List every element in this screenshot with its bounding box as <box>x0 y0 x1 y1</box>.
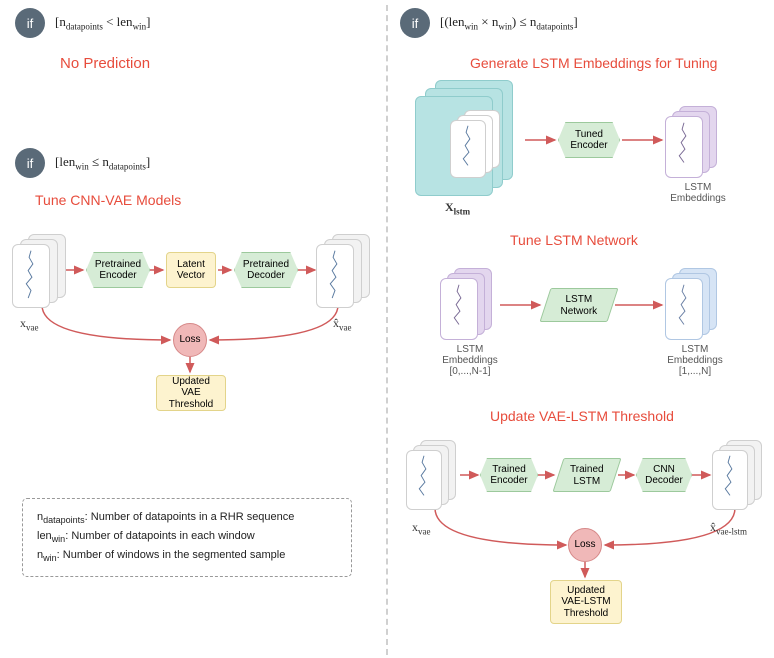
lstm-emb-label-1: LSTM Embeddings <box>658 182 738 204</box>
signal-icon <box>13 245 49 306</box>
if-badge-2: if <box>15 148 45 178</box>
cond-3-text: [(lenwin × nwin) ≤ ndatapoints] <box>440 14 578 32</box>
signal-icon <box>317 245 353 306</box>
card <box>440 278 478 340</box>
label-line-1: LSTM Embeddings <box>442 344 498 366</box>
pretrained-encoder-block: Pretrained Encoder <box>86 252 150 288</box>
cond-3-row: if [(lenwin × nwin) ≤ ndatapoints] <box>400 8 578 38</box>
cond-1-text: [ndatapoints < lenwin] <box>55 14 150 32</box>
legend-line-2: lenwin: Number of datapoints in each win… <box>37 528 337 547</box>
cnn-decoder-block: CNN Decoder <box>636 458 692 492</box>
card <box>712 450 748 510</box>
label: Trained LSTM <box>565 464 609 487</box>
xlstm-label: Xlstm <box>445 200 470 216</box>
label: Loss <box>574 539 595 551</box>
cond-1-row: if [ndatapoints < lenwin] <box>15 8 150 38</box>
s3-loss-node: Loss <box>568 528 602 562</box>
tuned-encoder-block: Tuned Encoder <box>558 122 620 158</box>
label-line-2: [0,...,N-1] <box>449 366 490 377</box>
tune-lstm-heading: Tune LSTM Network <box>510 232 638 248</box>
legend-line-1: ndatapoints: Number of datapoints in a R… <box>37 509 337 528</box>
left-column: if [ndatapoints < lenwin] No Prediction … <box>0 0 385 658</box>
label-line-1: LSTM Embeddings <box>667 344 723 366</box>
card <box>12 244 50 308</box>
if-badge-3: if <box>400 8 430 38</box>
signal-icon <box>713 451 747 508</box>
label: Updated VAE-LSTM Threshold <box>557 585 615 620</box>
signal-icon <box>666 279 702 338</box>
label: CNN Decoder <box>643 464 685 487</box>
loss-node: Loss <box>173 323 207 357</box>
pretrained-decoder-block: Pretrained Decoder <box>234 252 298 288</box>
card <box>665 278 703 340</box>
signal-icon <box>451 121 485 176</box>
no-prediction-text: No Prediction <box>60 55 150 72</box>
label: Tuned Encoder <box>565 129 613 152</box>
label: LSTM Network <box>552 294 606 317</box>
card <box>406 450 442 510</box>
s3-xout-label: x̂vae-lstm <box>710 520 747 536</box>
s3-xin-label: xvae <box>412 520 431 536</box>
cond-2-text: [lenwin ≤ ndatapoints] <box>55 154 150 172</box>
legend-line-3: nwin: Number of windows in the segmented… <box>37 547 337 566</box>
label: Updated VAE Threshold <box>163 376 219 411</box>
xvae-in-label: xvae <box>20 316 39 332</box>
card <box>450 120 486 178</box>
label: Latent Vector <box>173 259 209 282</box>
lstm-emb-a-label: LSTM Embeddings [0,...,N-1] <box>430 344 510 377</box>
card <box>665 116 703 178</box>
cond-2-row: if [lenwin ≤ ndatapoints] <box>15 148 150 178</box>
signal-icon <box>407 451 441 508</box>
label-line-2: [1,...,N] <box>679 366 711 377</box>
label: Trained Encoder <box>487 464 531 487</box>
updated-vae-lstm-threshold-block: Updated VAE-LSTM Threshold <box>550 580 622 624</box>
latent-vector-block: Latent Vector <box>166 252 216 288</box>
update-threshold-heading: Update VAE-LSTM Threshold <box>490 408 674 424</box>
label: Loss <box>179 334 200 346</box>
right-column: if [(lenwin × nwin) ≤ ndatapoints] Gener… <box>390 0 774 658</box>
updated-vae-threshold-block: Updated VAE Threshold <box>156 375 226 411</box>
signal-icon <box>441 279 477 338</box>
legend-box: ndatapoints: Number of datapoints in a R… <box>22 498 352 577</box>
lstm-emb-b-label: LSTM Embeddings [1,...,N] <box>655 344 735 377</box>
lstm-network-block: LSTM Network <box>539 288 618 322</box>
card <box>316 244 354 308</box>
trained-encoder-block: Trained Encoder <box>480 458 538 492</box>
vertical-divider <box>386 5 388 655</box>
xvae-out-label: x̂vae <box>333 316 352 332</box>
tune-cnn-vae-heading: Tune CNN-VAE Models <box>35 192 181 208</box>
trained-lstm-block: Trained LSTM <box>552 458 621 492</box>
if-badge-1: if <box>15 8 45 38</box>
label: Pretrained Encoder <box>93 259 143 282</box>
label: Pretrained Decoder <box>241 259 291 282</box>
signal-icon <box>666 117 702 176</box>
gen-lstm-heading: Generate LSTM Embeddings for Tuning <box>470 55 717 71</box>
